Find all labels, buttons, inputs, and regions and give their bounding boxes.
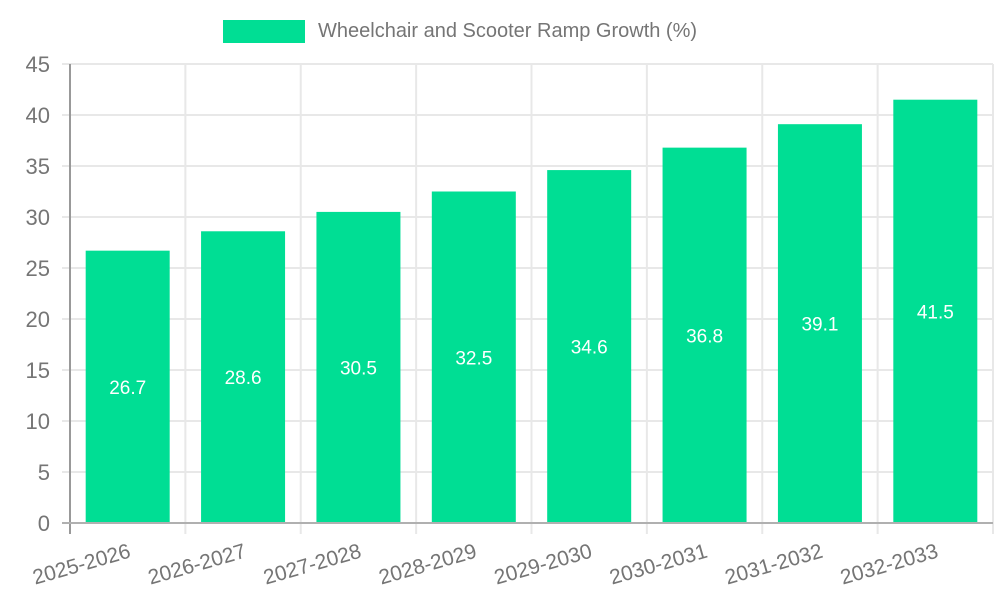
x-tick-label: 2029-2030 (492, 540, 595, 590)
bar-value-label: 32.5 (455, 348, 492, 369)
x-tick-label: 2032-2033 (838, 540, 941, 590)
y-tick-label: 20 (26, 307, 50, 332)
bar-value-label: 41.5 (917, 302, 954, 323)
x-tick-label: 2025-2026 (30, 540, 133, 590)
y-tick-label: 15 (26, 358, 50, 383)
x-tick-label: 2027-2028 (261, 540, 364, 590)
y-tick-label: 30 (26, 205, 50, 230)
bar (316, 211, 401, 523)
bar-value-label: 36.8 (686, 326, 723, 347)
y-tick-label: 45 (26, 52, 50, 77)
bar (85, 250, 170, 523)
y-tick-label: 40 (26, 103, 50, 128)
legend-label: Wheelchair and Scooter Ramp Growth (%) (318, 20, 698, 42)
bar-value-label: 34.6 (571, 338, 608, 359)
bar (547, 170, 632, 523)
x-tick-label: 2030-2031 (607, 540, 710, 590)
bar-value-label: 26.7 (109, 378, 146, 399)
bar (431, 191, 516, 523)
bar (201, 231, 286, 523)
legend-swatch (223, 20, 305, 43)
bar-value-label: 30.5 (340, 358, 377, 379)
legend: Wheelchair and Scooter Ramp Growth (%) (223, 20, 697, 43)
x-tick-label: 2026-2027 (146, 540, 249, 590)
y-tick-label: 10 (26, 409, 50, 434)
bar (893, 99, 978, 523)
y-tick-label: 0 (38, 511, 50, 536)
y-tick-label: 5 (38, 460, 50, 485)
bar (777, 124, 862, 524)
x-tick-label: 2031-2032 (722, 540, 825, 590)
bar-value-label: 28.6 (225, 368, 262, 389)
bar (662, 147, 747, 523)
y-tick-label: 25 (26, 256, 50, 281)
bar-value-label: 39.1 (801, 315, 838, 336)
y-tick-label: 35 (26, 154, 50, 179)
x-tick-label: 2028-2029 (376, 540, 479, 590)
